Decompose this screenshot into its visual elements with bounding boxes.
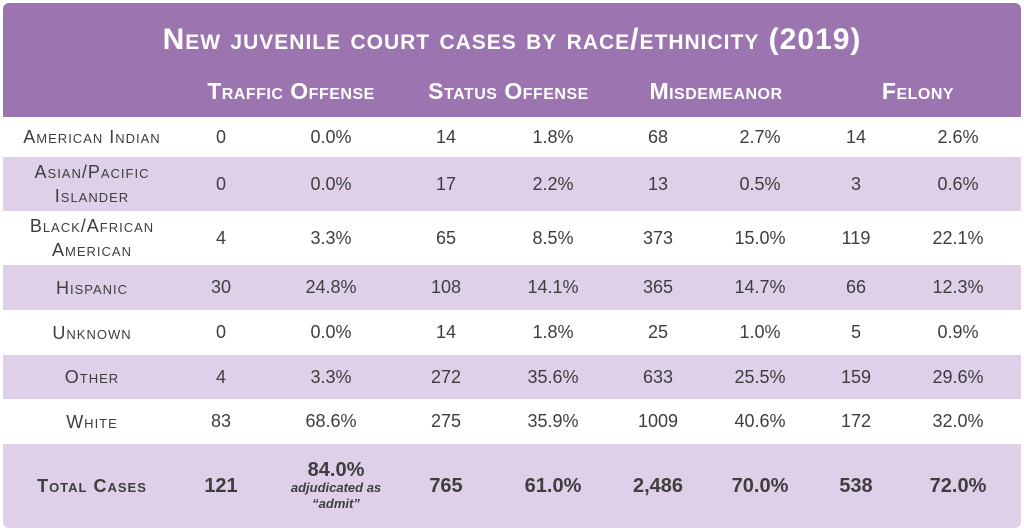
status-count: 275 xyxy=(430,411,462,431)
total-label: Total Cases xyxy=(37,476,147,496)
felony-count: 14 xyxy=(845,126,867,147)
row-label-line: American xyxy=(52,240,132,260)
total-felony-count: 538 xyxy=(839,474,873,497)
table-row: White 83 68.6% 275 35.9% 1009 40.6% 172 … xyxy=(3,399,1021,444)
status-count: 14 xyxy=(435,322,457,342)
misdemeanor-count: 365 xyxy=(642,277,674,297)
total-status-count: 765 xyxy=(429,474,463,497)
felony-percent: 32.0% xyxy=(932,411,984,431)
table-row: Black/African American 4 3.3% 65 8.5% 37… xyxy=(3,211,1021,265)
row-label-line: Black/African xyxy=(29,216,155,236)
row-label-line: Islander xyxy=(54,186,130,206)
total-traffic-count: 121 xyxy=(204,474,238,497)
misdemeanor-percent: 15.0% xyxy=(734,227,786,248)
felony-count: 66 xyxy=(845,277,867,297)
misdemeanor-count: 25 xyxy=(647,322,669,342)
misdemeanor-percent: 40.6% xyxy=(734,411,786,431)
felony-percent: 0.6% xyxy=(937,173,979,194)
row-label: American Indian xyxy=(23,127,161,147)
table-row: Hispanic 30 24.8% 108 14.1% 365 14.7% 66… xyxy=(3,265,1021,310)
felony-percent: 22.1% xyxy=(932,227,984,248)
traffic-percent: 68.6% xyxy=(305,411,357,431)
status-percent: 14.1% xyxy=(527,277,579,297)
table-row: Unknown 0 0.0% 14 1.8% 25 1.0% 5 0.9% xyxy=(3,310,1021,355)
felony-count: 119 xyxy=(841,227,871,248)
misdemeanor-count: 633 xyxy=(642,366,674,387)
total-misdemeanor-count: 2,486 xyxy=(632,474,684,497)
row-label: Black/African American xyxy=(3,211,181,265)
adjudicated-note-line: “admit” xyxy=(312,496,360,511)
status-count: 108 xyxy=(430,277,462,297)
status-count: 65 xyxy=(435,227,457,248)
status-percent: 35.6% xyxy=(527,366,579,387)
misdemeanor-count: 373 xyxy=(642,227,674,248)
traffic-percent: 0.0% xyxy=(310,322,352,342)
misdemeanor-percent: 1.0% xyxy=(739,322,781,342)
column-header-status-offense: Status Offense xyxy=(428,78,589,104)
traffic-count: 30 xyxy=(210,277,232,297)
table-row: American Indian 0 0.0% 14 1.8% 68 2.7% 1… xyxy=(3,117,1021,157)
traffic-count: 83 xyxy=(210,411,232,431)
traffic-count: 0 xyxy=(215,322,226,342)
total-felony-percent: 72.0% xyxy=(929,474,987,497)
traffic-percent: 3.3% xyxy=(310,366,352,387)
total-traffic-percent: 84.0% adjudicated as “admit” xyxy=(271,444,401,528)
status-percent: 35.9% xyxy=(527,411,579,431)
traffic-count: 4 xyxy=(215,366,226,387)
felony-count: 172 xyxy=(840,411,872,431)
misdemeanor-count: 13 xyxy=(647,173,669,194)
traffic-count: 4 xyxy=(215,227,226,248)
felony-percent: 0.9% xyxy=(937,322,979,342)
status-count: 272 xyxy=(430,366,462,387)
felony-count: 3 xyxy=(850,173,861,194)
misdemeanor-count: 68 xyxy=(647,126,669,147)
column-header-felony: Felony xyxy=(881,78,955,104)
column-header-misdemeanor: Misdemeanor xyxy=(649,78,783,104)
table-title: New juvenile court cases by race/ethnici… xyxy=(162,23,862,56)
table-row: Asian/Pacific Islander 0 0.0% 17 2.2% 13… xyxy=(3,157,1021,211)
table-row: Other 4 3.3% 272 35.6% 633 25.5% 159 29.… xyxy=(3,355,1021,399)
traffic-percent: 0.0% xyxy=(310,173,352,194)
felony-percent: 12.3% xyxy=(932,277,984,297)
status-count: 14 xyxy=(435,126,457,147)
misdemeanor-count: 1009 xyxy=(637,411,679,431)
total-status-percent: 61.0% xyxy=(524,474,582,497)
traffic-percent: 0.0% xyxy=(310,126,352,147)
status-percent: 1.8% xyxy=(532,322,574,342)
row-label: Unknown xyxy=(52,322,132,343)
column-header-traffic-offense: Traffic Offense xyxy=(207,78,375,104)
traffic-count: 0 xyxy=(215,173,226,194)
row-label: Asian/Pacific Islander xyxy=(3,157,181,211)
misdemeanor-percent: 14.7% xyxy=(734,277,786,297)
status-percent: 2.2% xyxy=(532,173,574,194)
felony-count: 159 xyxy=(840,366,872,387)
total-row: Total Cases 121 84.0% adjudicated as “ad… xyxy=(3,444,1021,528)
felony-count: 5 xyxy=(850,322,861,342)
status-percent: 8.5% xyxy=(532,227,574,248)
traffic-percent: 24.8% xyxy=(305,277,357,297)
misdemeanor-percent: 2.7% xyxy=(739,126,781,147)
row-label-line: Asian/Pacific xyxy=(34,162,150,182)
status-percent: 1.8% xyxy=(532,126,574,147)
traffic-count: 0 xyxy=(215,126,226,147)
row-label: White xyxy=(66,411,118,432)
table-header: New juvenile court cases by race/ethnici… xyxy=(3,3,1021,117)
felony-percent: 29.6% xyxy=(932,366,984,387)
traffic-percent: 3.3% xyxy=(310,227,352,248)
row-label: Other xyxy=(64,367,120,387)
adjudicated-note-line: adjudicated as xyxy=(290,480,382,495)
misdemeanor-percent: 25.5% xyxy=(734,366,786,387)
status-count: 17 xyxy=(435,173,457,194)
felony-percent: 2.6% xyxy=(937,126,979,147)
row-label: Hispanic xyxy=(55,277,129,298)
total-traffic-percent-value: 84.0% xyxy=(307,459,365,481)
total-misdemeanor-percent: 70.0% xyxy=(731,474,789,497)
misdemeanor-percent: 0.5% xyxy=(739,173,781,194)
